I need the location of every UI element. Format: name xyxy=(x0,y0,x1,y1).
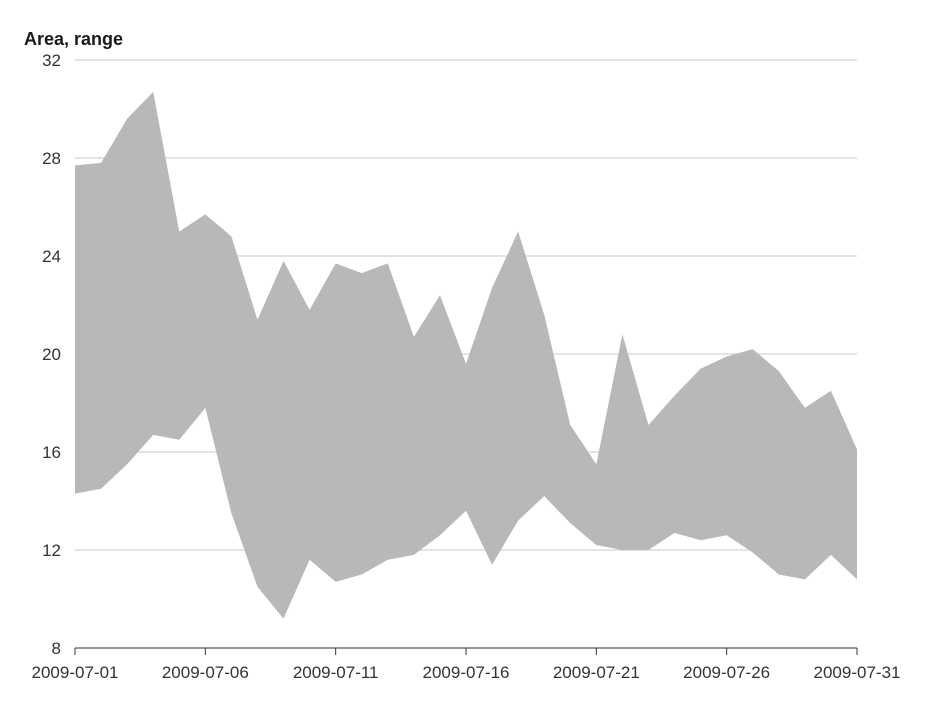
y-tick-label: 12 xyxy=(42,541,61,560)
x-tick-label: 2009-07-31 xyxy=(814,663,901,682)
y-tick-label: 28 xyxy=(42,149,61,168)
y-tick-label: 24 xyxy=(42,247,61,266)
axes: 8 12 16 20 24 28 32 2009-07-01 2009-07-06 2009-07… xyxy=(32,51,901,682)
x-tick-label: 2009-07-11 xyxy=(293,663,379,682)
y-tick-label: 20 xyxy=(42,345,61,364)
y-tick-label: 16 xyxy=(42,443,61,462)
x-tick-label: 2009-07-21 xyxy=(553,663,640,682)
x-tick-label: 2009-07-26 xyxy=(683,663,770,682)
x-tick-label: 2009-07-01 xyxy=(32,663,119,682)
y-tick-label: 8 xyxy=(52,639,61,658)
range-area-series xyxy=(75,91,857,619)
y-tick-label: 32 xyxy=(42,51,61,70)
x-tick-label: 2009-07-16 xyxy=(423,663,510,682)
x-tick-label: 2009-07-06 xyxy=(162,663,249,682)
y-axis-title: Area, range xyxy=(24,29,123,49)
